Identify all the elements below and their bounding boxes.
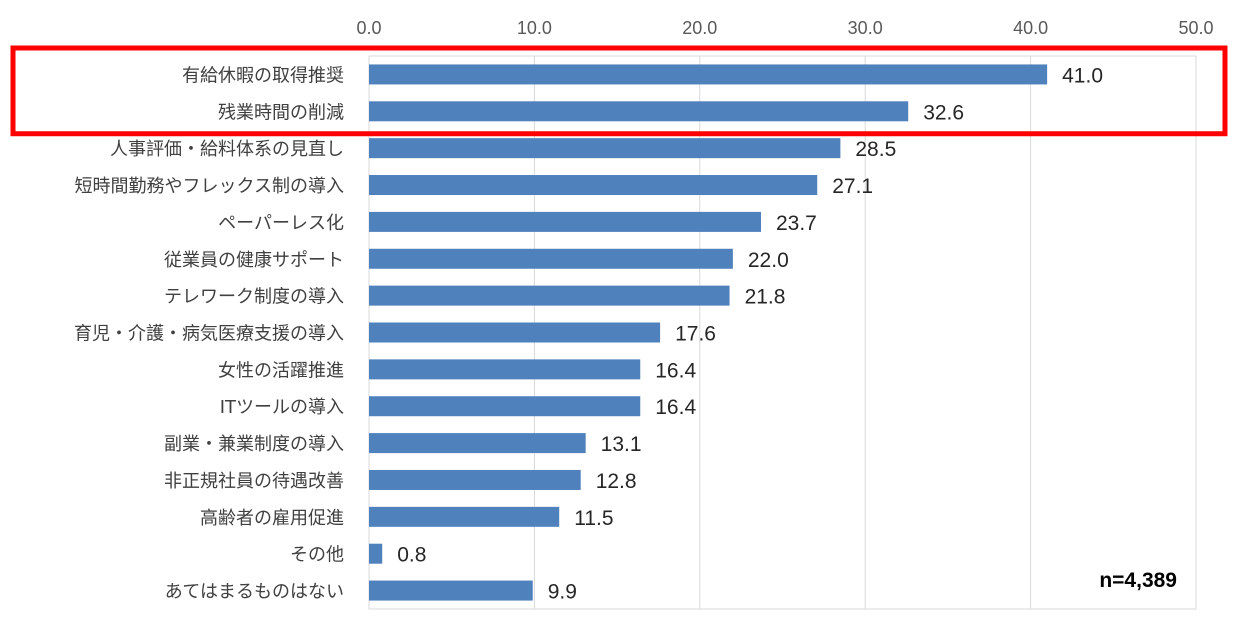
value-label: 22.0 [748, 249, 789, 272]
value-label: 23.7 [776, 212, 817, 235]
bar [369, 175, 818, 196]
category-label: 短時間勤務やフレックス制の導入 [75, 176, 344, 197]
bars-layer [369, 64, 1048, 601]
category-label: 従業員の健康サポート [164, 250, 344, 271]
value-label: 16.4 [655, 359, 696, 382]
sample-size-note: n=4,389 [1099, 569, 1177, 592]
x-tick-label: 50.0 [1178, 18, 1213, 38]
bar [369, 433, 586, 454]
bar [369, 248, 733, 269]
value-label: 12.8 [596, 470, 637, 493]
labels-layer: 0.0 10.0 20.0 30.0 40.0 50.0 有給休暇の取得推奨 41.0 残業時間… [74, 18, 1214, 604]
category-label: 副業・兼業制度の導入 [164, 434, 344, 455]
category-label: 残業時間の削減 [218, 102, 344, 123]
bar [369, 543, 383, 564]
category-label: その他 [290, 545, 344, 566]
value-label: 9.9 [548, 581, 577, 604]
bar [369, 138, 841, 159]
category-label: あてはまるものはない [165, 582, 344, 603]
category-label: 人事評価・給料体系の見直し [110, 139, 344, 160]
category-label: 育児・介護・病気医療支援の導入 [74, 324, 344, 345]
value-label: 41.0 [1062, 64, 1103, 87]
value-label: 16.4 [655, 396, 696, 419]
bar [369, 101, 909, 122]
category-label: 女性の活躍推進 [218, 360, 344, 381]
bar [369, 580, 533, 601]
bar [369, 322, 661, 343]
category-label: 高齢者の雇用促進 [200, 508, 344, 529]
x-tick-label: 40.0 [1013, 18, 1048, 38]
value-label: 32.6 [923, 101, 964, 124]
value-label: 21.8 [745, 286, 786, 309]
bar [369, 359, 641, 380]
bar [369, 64, 1048, 85]
bar [369, 469, 581, 490]
highlight-box [10, 45, 1228, 137]
value-label: 27.1 [832, 175, 873, 198]
value-label: 28.5 [855, 138, 896, 161]
x-tick-label: 0.0 [356, 18, 381, 38]
value-label: 13.1 [601, 433, 642, 456]
bar [369, 506, 560, 527]
category-label: ペーパーレス化 [218, 213, 344, 234]
category-label: 非正規社員の待遇改善 [164, 471, 344, 492]
x-tick-label: 20.0 [682, 18, 717, 38]
x-tick-label: 10.0 [517, 18, 552, 38]
category-label: ITツールの導入 [220, 397, 344, 418]
category-label: 有給休暇の取得推奨 [182, 65, 344, 86]
category-label: テレワーク制度の導入 [164, 287, 344, 308]
value-label: 0.8 [397, 544, 426, 567]
bar [369, 211, 761, 232]
value-label: 11.5 [574, 507, 613, 530]
x-tick-label: 30.0 [848, 18, 883, 38]
value-label: 17.6 [675, 323, 716, 346]
bar [369, 396, 641, 417]
bar [369, 285, 730, 306]
